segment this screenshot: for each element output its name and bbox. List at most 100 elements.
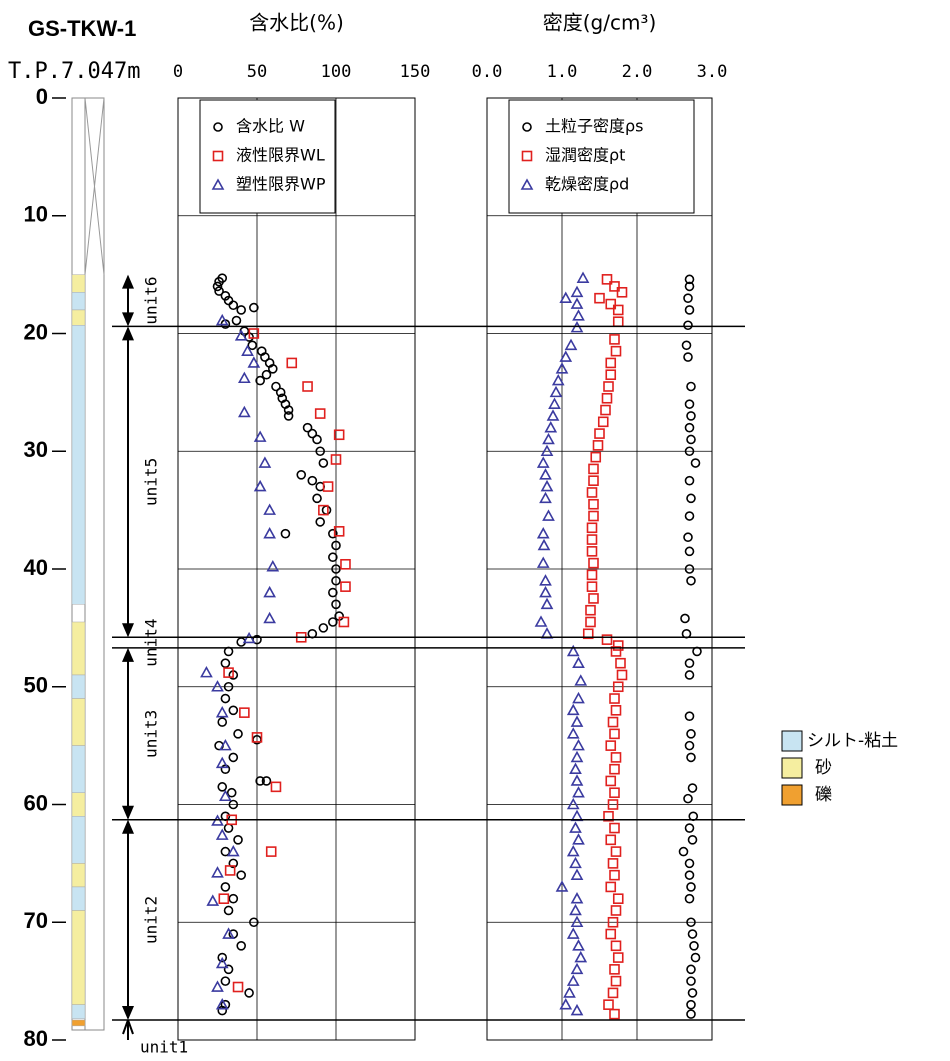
data-point bbox=[239, 373, 249, 382]
data-point bbox=[574, 741, 584, 750]
data-point bbox=[550, 399, 560, 408]
data-point bbox=[319, 624, 327, 632]
data-point bbox=[229, 706, 237, 714]
data-point bbox=[542, 599, 552, 608]
data-point bbox=[612, 906, 621, 915]
data-point bbox=[610, 765, 619, 774]
data-point bbox=[686, 477, 694, 485]
data-point bbox=[539, 540, 549, 549]
data-point bbox=[686, 824, 694, 832]
data-point bbox=[566, 340, 576, 349]
soil-label: 砂 bbox=[815, 758, 832, 778]
unit-label: unit2 bbox=[142, 896, 161, 944]
legend-label: 液性限界WL bbox=[236, 146, 325, 165]
data-point bbox=[689, 784, 697, 792]
data-point bbox=[572, 870, 582, 879]
data-point bbox=[604, 1000, 613, 1009]
data-point bbox=[610, 965, 619, 974]
data-point bbox=[684, 795, 692, 803]
data-point bbox=[689, 989, 697, 997]
data-point bbox=[316, 409, 325, 418]
data-point bbox=[574, 835, 584, 844]
data-point bbox=[594, 441, 603, 450]
data-point bbox=[213, 868, 223, 877]
data-point bbox=[571, 905, 581, 914]
data-point bbox=[609, 859, 618, 868]
y-tick-label: 10 bbox=[24, 202, 48, 227]
data-point bbox=[541, 576, 551, 585]
data-point bbox=[687, 730, 695, 738]
data-point bbox=[323, 506, 331, 514]
data-point bbox=[692, 459, 700, 467]
data-point bbox=[689, 930, 697, 938]
data-point bbox=[571, 858, 581, 867]
data-point bbox=[689, 836, 697, 844]
data-point bbox=[599, 417, 608, 426]
y-tick-label: 50 bbox=[24, 673, 48, 698]
data-point bbox=[234, 730, 242, 738]
data-point bbox=[313, 435, 321, 443]
x-tick-label: 1.0 bbox=[547, 62, 578, 82]
data-point bbox=[687, 883, 695, 891]
data-point bbox=[687, 1010, 695, 1018]
data-point bbox=[339, 617, 348, 626]
data-point bbox=[551, 387, 561, 396]
data-point bbox=[612, 847, 621, 856]
data-point bbox=[572, 717, 582, 726]
data-point bbox=[589, 512, 598, 521]
data-point bbox=[571, 764, 581, 773]
data-point bbox=[548, 411, 558, 420]
data-point bbox=[237, 306, 245, 314]
data-point bbox=[687, 977, 695, 985]
data-point bbox=[595, 294, 604, 303]
data-point bbox=[618, 670, 627, 679]
data-point bbox=[595, 429, 604, 438]
data-point bbox=[588, 535, 597, 544]
soil-label: 礫 bbox=[815, 785, 832, 805]
data-point bbox=[265, 613, 275, 622]
data-point bbox=[234, 983, 243, 992]
data-point bbox=[341, 560, 350, 569]
log-layer bbox=[72, 1020, 85, 1026]
data-point bbox=[603, 394, 612, 403]
log-layer bbox=[72, 622, 85, 675]
legend-label: 土粒子密度ρs bbox=[545, 117, 644, 136]
data-point bbox=[686, 742, 694, 750]
data-point bbox=[572, 894, 582, 903]
data-point bbox=[572, 811, 582, 820]
y-tick-label: 20 bbox=[24, 319, 48, 344]
data-point bbox=[281, 530, 289, 538]
x-tick-label: 100 bbox=[321, 62, 352, 82]
data-point bbox=[686, 859, 694, 867]
data-point bbox=[571, 823, 581, 832]
unit-arrow bbox=[123, 1020, 133, 1040]
data-point bbox=[606, 358, 615, 367]
data-point bbox=[572, 1006, 582, 1015]
data-point bbox=[686, 306, 694, 314]
data-point bbox=[201, 668, 211, 677]
data-point bbox=[213, 682, 223, 691]
data-point bbox=[686, 871, 694, 879]
data-point bbox=[541, 493, 551, 502]
data-point bbox=[217, 708, 227, 717]
data-point bbox=[616, 659, 625, 668]
data-point bbox=[572, 776, 582, 785]
data-point bbox=[536, 617, 546, 626]
data-point bbox=[687, 382, 695, 390]
data-point bbox=[218, 783, 226, 791]
data-point bbox=[610, 694, 619, 703]
data-point bbox=[614, 953, 623, 962]
data-point bbox=[686, 424, 694, 432]
data-point bbox=[225, 824, 233, 832]
data-point bbox=[229, 301, 237, 309]
data-point bbox=[574, 694, 584, 703]
data-point bbox=[303, 382, 312, 391]
data-point bbox=[576, 676, 586, 685]
data-point bbox=[692, 954, 700, 962]
data-point bbox=[589, 464, 598, 473]
unit-label: unit4 bbox=[142, 619, 161, 667]
data-point bbox=[612, 347, 621, 356]
data-point bbox=[224, 668, 233, 677]
data-point bbox=[229, 753, 237, 761]
data-point bbox=[221, 883, 229, 891]
